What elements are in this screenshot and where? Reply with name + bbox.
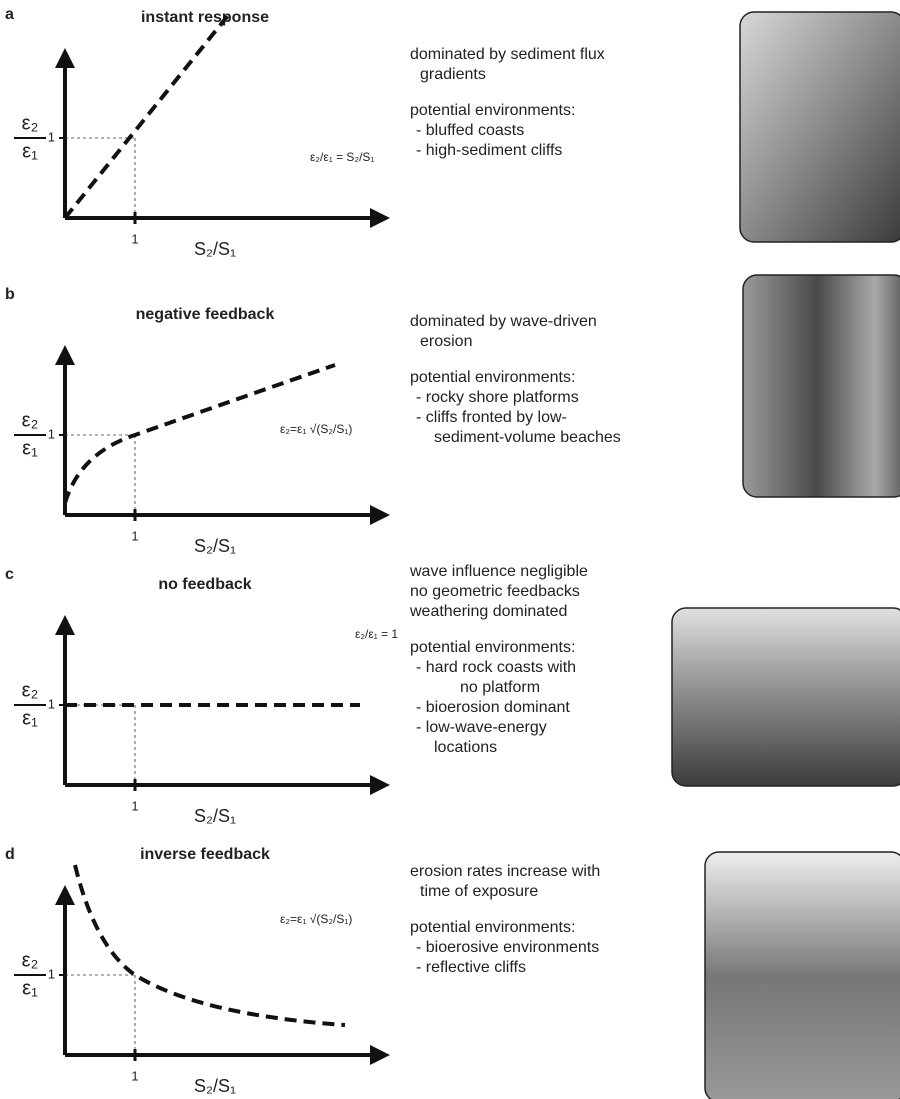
photo: [740, 12, 900, 242]
equation: ε₂=ε₁ √(S₂/S₁): [280, 422, 352, 436]
description-line: time of exposure: [420, 883, 538, 900]
environments-title: potential environments:: [410, 369, 575, 386]
figure: a instant response 1 1 ε₂ ε₁ S₂/S₁ ε₂/ε₁ = S₂/S…: [0, 0, 900, 1099]
description-line: weathering dominated: [409, 603, 567, 620]
environment-item: - rocky shore platforms: [416, 389, 579, 406]
y-tick-label: 1: [48, 966, 55, 981]
description-line: erosion: [420, 333, 472, 350]
x-tick-label: 1: [131, 528, 138, 543]
y-tick-label: 1: [48, 426, 55, 441]
environment-item: - low-wave-energy: [416, 719, 547, 736]
photo: [743, 275, 900, 497]
y-tick-label: 1: [48, 696, 55, 711]
y-label-den: ε₁: [22, 140, 38, 162]
description-line: erosion rates increase with: [410, 863, 600, 880]
environment-item: locations: [434, 739, 497, 756]
y-label-num: ε₂: [22, 679, 39, 701]
x-label: S₂/S₁: [194, 806, 236, 826]
environment-item: - cliffs fronted by low-: [416, 409, 567, 426]
x-label: S₂/S₁: [194, 239, 236, 259]
environment-item: - hard rock coasts with: [416, 659, 576, 676]
description-line: wave influence negligible: [409, 563, 588, 580]
equation: ε₂/ε₁ = 1: [355, 627, 398, 641]
x-label: S₂/S₁: [194, 1076, 236, 1096]
y-label-num: ε₂: [22, 409, 39, 431]
environment-item: - bluffed coasts: [416, 122, 524, 139]
panel-letter: d: [5, 846, 15, 863]
panel-letter: c: [5, 566, 14, 583]
y-label-den: ε₁: [22, 977, 38, 999]
equation: ε₂/ε₁ = S₂/S₁: [310, 150, 374, 164]
x-tick-label: 1: [131, 1068, 138, 1083]
panel-title: no feedback: [158, 576, 251, 593]
photo: [705, 852, 900, 1099]
response-curve: [65, 13, 230, 218]
x-tick-label: 1: [131, 798, 138, 813]
y-tick-label: 1: [48, 129, 55, 144]
y-label-den: ε₁: [22, 437, 38, 459]
y-label-den: ε₁: [22, 707, 38, 729]
description-line: no geometric feedbacks: [410, 583, 580, 600]
environment-item: no platform: [460, 679, 540, 696]
environment-item: - bioerosive environments: [416, 939, 599, 956]
x-tick-label: 1: [131, 231, 138, 246]
y-label-num: ε₂: [22, 112, 39, 134]
environments-title: potential environments:: [410, 102, 575, 119]
equation: ε₂=ε₁ √(S₂/S₁): [280, 912, 352, 926]
description-line: gradients: [420, 66, 486, 83]
photo: [672, 608, 900, 786]
x-label: S₂/S₁: [194, 536, 236, 556]
y-label-num: ε₂: [22, 949, 39, 971]
panel-title: instant response: [141, 9, 269, 26]
environment-item: sediment-volume beaches: [434, 429, 621, 446]
environments-title: potential environments:: [410, 919, 575, 936]
environment-item: - reflective cliffs: [416, 959, 526, 976]
environments-title: potential environments:: [410, 639, 575, 656]
environment-item: - high-sediment cliffs: [416, 142, 562, 159]
panel-letter: b: [5, 286, 15, 303]
panel-title: negative feedback: [136, 306, 275, 323]
environment-item: - bioerosion dominant: [416, 699, 570, 716]
response-curve: [75, 865, 345, 1025]
description-line: dominated by wave-driven: [410, 313, 597, 330]
panel-letter: a: [5, 6, 14, 23]
panel-title: inverse feedback: [140, 846, 270, 863]
description-line: dominated by sediment flux: [410, 46, 605, 63]
